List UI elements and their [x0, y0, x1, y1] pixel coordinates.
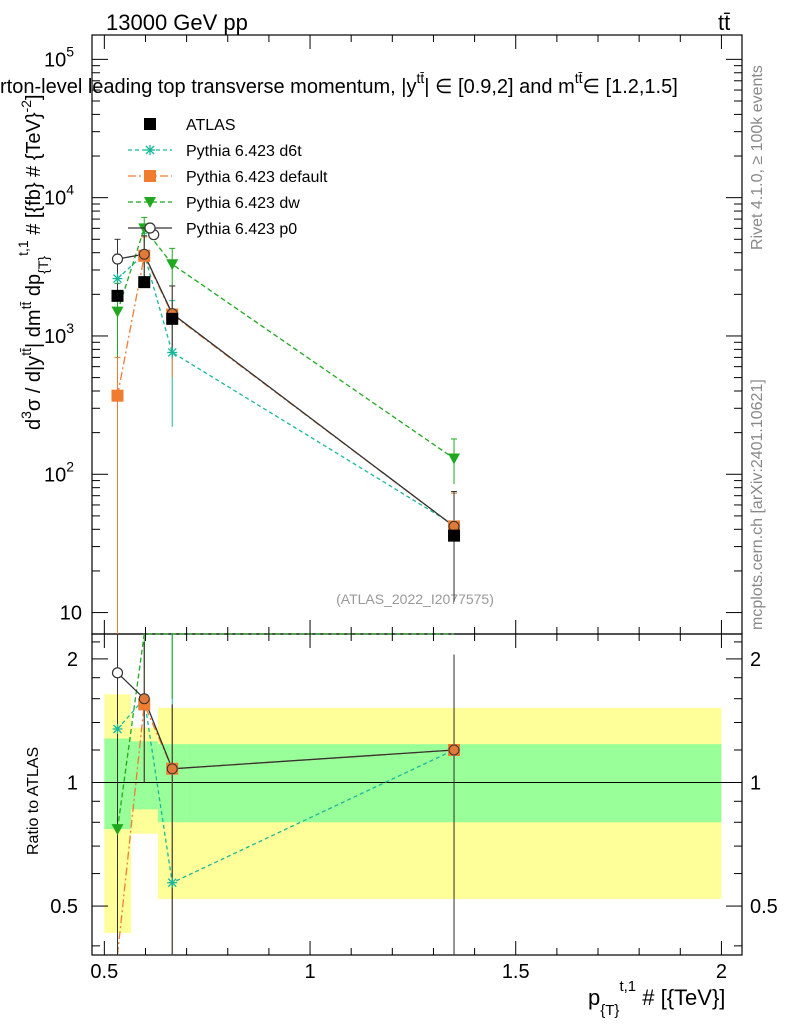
header-process: tt̄	[718, 10, 730, 35]
y-tick-label: 105	[44, 43, 74, 71]
atlas-data-point	[138, 276, 151, 289]
series-point	[111, 389, 124, 402]
series-point	[167, 347, 178, 358]
series-point	[166, 259, 179, 271]
ratio-tick-label-left: 2	[67, 649, 78, 671]
ratio-tick-label-right: 2	[750, 649, 761, 671]
y-tick-label: 103	[44, 320, 74, 348]
title-sup1: tt̄	[417, 70, 425, 86]
legend-label: Pythia 6.423 p0	[186, 221, 297, 238]
y-tick-label: 10	[60, 603, 82, 625]
ratio-line	[117, 697, 455, 884]
series-pythia-6-423-p0	[114, 235, 458, 602]
ratio-point	[111, 667, 124, 679]
series-pythia-6-423-d6t	[114, 233, 458, 597]
legend-marker	[144, 222, 156, 234]
series-line	[117, 253, 455, 527]
legend-marker	[144, 197, 156, 208]
ratio-line	[117, 672, 455, 770]
legend-entry-2: Pythia 6.423 default	[128, 169, 328, 186]
x-tick-label-2: 2	[716, 961, 727, 983]
title-part3: ∈ [1.2,1.5]	[583, 76, 678, 98]
y-tick-label: 104	[44, 182, 74, 210]
ratio-point	[111, 824, 124, 836]
legend-marker	[144, 118, 156, 130]
legend-label: Pythia 6.423 d6t	[186, 143, 302, 160]
series-pythia-6-423-default	[114, 236, 458, 634]
ratio-point	[138, 693, 150, 705]
series-pythia-6-423-dw	[114, 216, 458, 485]
ratio-tick-label-right: 0.5	[750, 896, 778, 918]
legend-label: Pythia 6.423 dw	[186, 195, 300, 212]
x-tick-label-1.5: 1.5	[502, 961, 530, 983]
legend-entry-4: Pythia 6.423 p0	[128, 221, 297, 238]
series-point	[112, 273, 123, 284]
series-line	[116, 253, 455, 527]
legend-marker	[144, 170, 156, 182]
series-point	[111, 253, 124, 265]
legend-label: ATLAS	[186, 117, 236, 134]
legend-entry-0: ATLAS	[144, 117, 236, 134]
x-tick-label-1: 1	[304, 961, 315, 983]
ratio-tick-label-left: 0.5	[50, 896, 78, 918]
ratio-axis-label: Ratio to ATLAS	[25, 747, 42, 855]
title-part1: rton-level leading top transverse moment…	[0, 76, 417, 98]
legend-label: Pythia 6.423 default	[186, 169, 328, 186]
ratio-point	[166, 763, 178, 775]
legend-entry-3: Pythia 6.423 dw	[128, 195, 300, 212]
header-energy: 13000 GeV pp	[106, 10, 248, 35]
mcplots-label: mcplots.cern.ch [arXiv:2401.10621]	[749, 379, 766, 630]
ratio-line	[116, 633, 455, 830]
atlas-data-point	[448, 529, 461, 542]
ratio-plot-frame	[91, 633, 743, 956]
title-sup2: tt̄	[575, 70, 583, 86]
series-point	[138, 248, 150, 260]
rivet-label: Rivet 4.1.0, ≥ 100k events	[749, 65, 766, 250]
chart-title: rton-level leading top transverse moment…	[0, 70, 678, 98]
x-axis-label: p{T}t,1 # [{TeV}]	[588, 978, 725, 1019]
series-line	[116, 226, 455, 460]
ratio-tick-label-right: 1	[750, 772, 761, 794]
title-part2: | ∈ [0.9,2] and m	[424, 76, 574, 98]
y-tick-label: 102	[44, 458, 74, 486]
legend-entry-1: Pythia 6.423 d6t	[128, 143, 302, 160]
ratio-point	[112, 723, 123, 734]
ratio-series-3	[117, 634, 455, 955]
ratio-point	[167, 877, 178, 888]
legend-marker	[145, 145, 155, 155]
x-tick-label-0.5: 0.5	[90, 961, 118, 983]
ratio-point	[448, 744, 460, 756]
y-axis-label: d3σ / d|ytt̄| dmtt̄ dp{T}t,1 # [{fb} # {…	[15, 94, 51, 430]
atlas-data-point	[166, 312, 179, 325]
series-point	[448, 453, 461, 465]
series-point	[111, 306, 124, 318]
atlas-data-point	[111, 289, 124, 302]
ratio-tick-label-left: 1	[67, 772, 78, 794]
series-line	[117, 253, 455, 526]
reference-label: (ATLAS_2022_I2077575)	[336, 591, 494, 607]
